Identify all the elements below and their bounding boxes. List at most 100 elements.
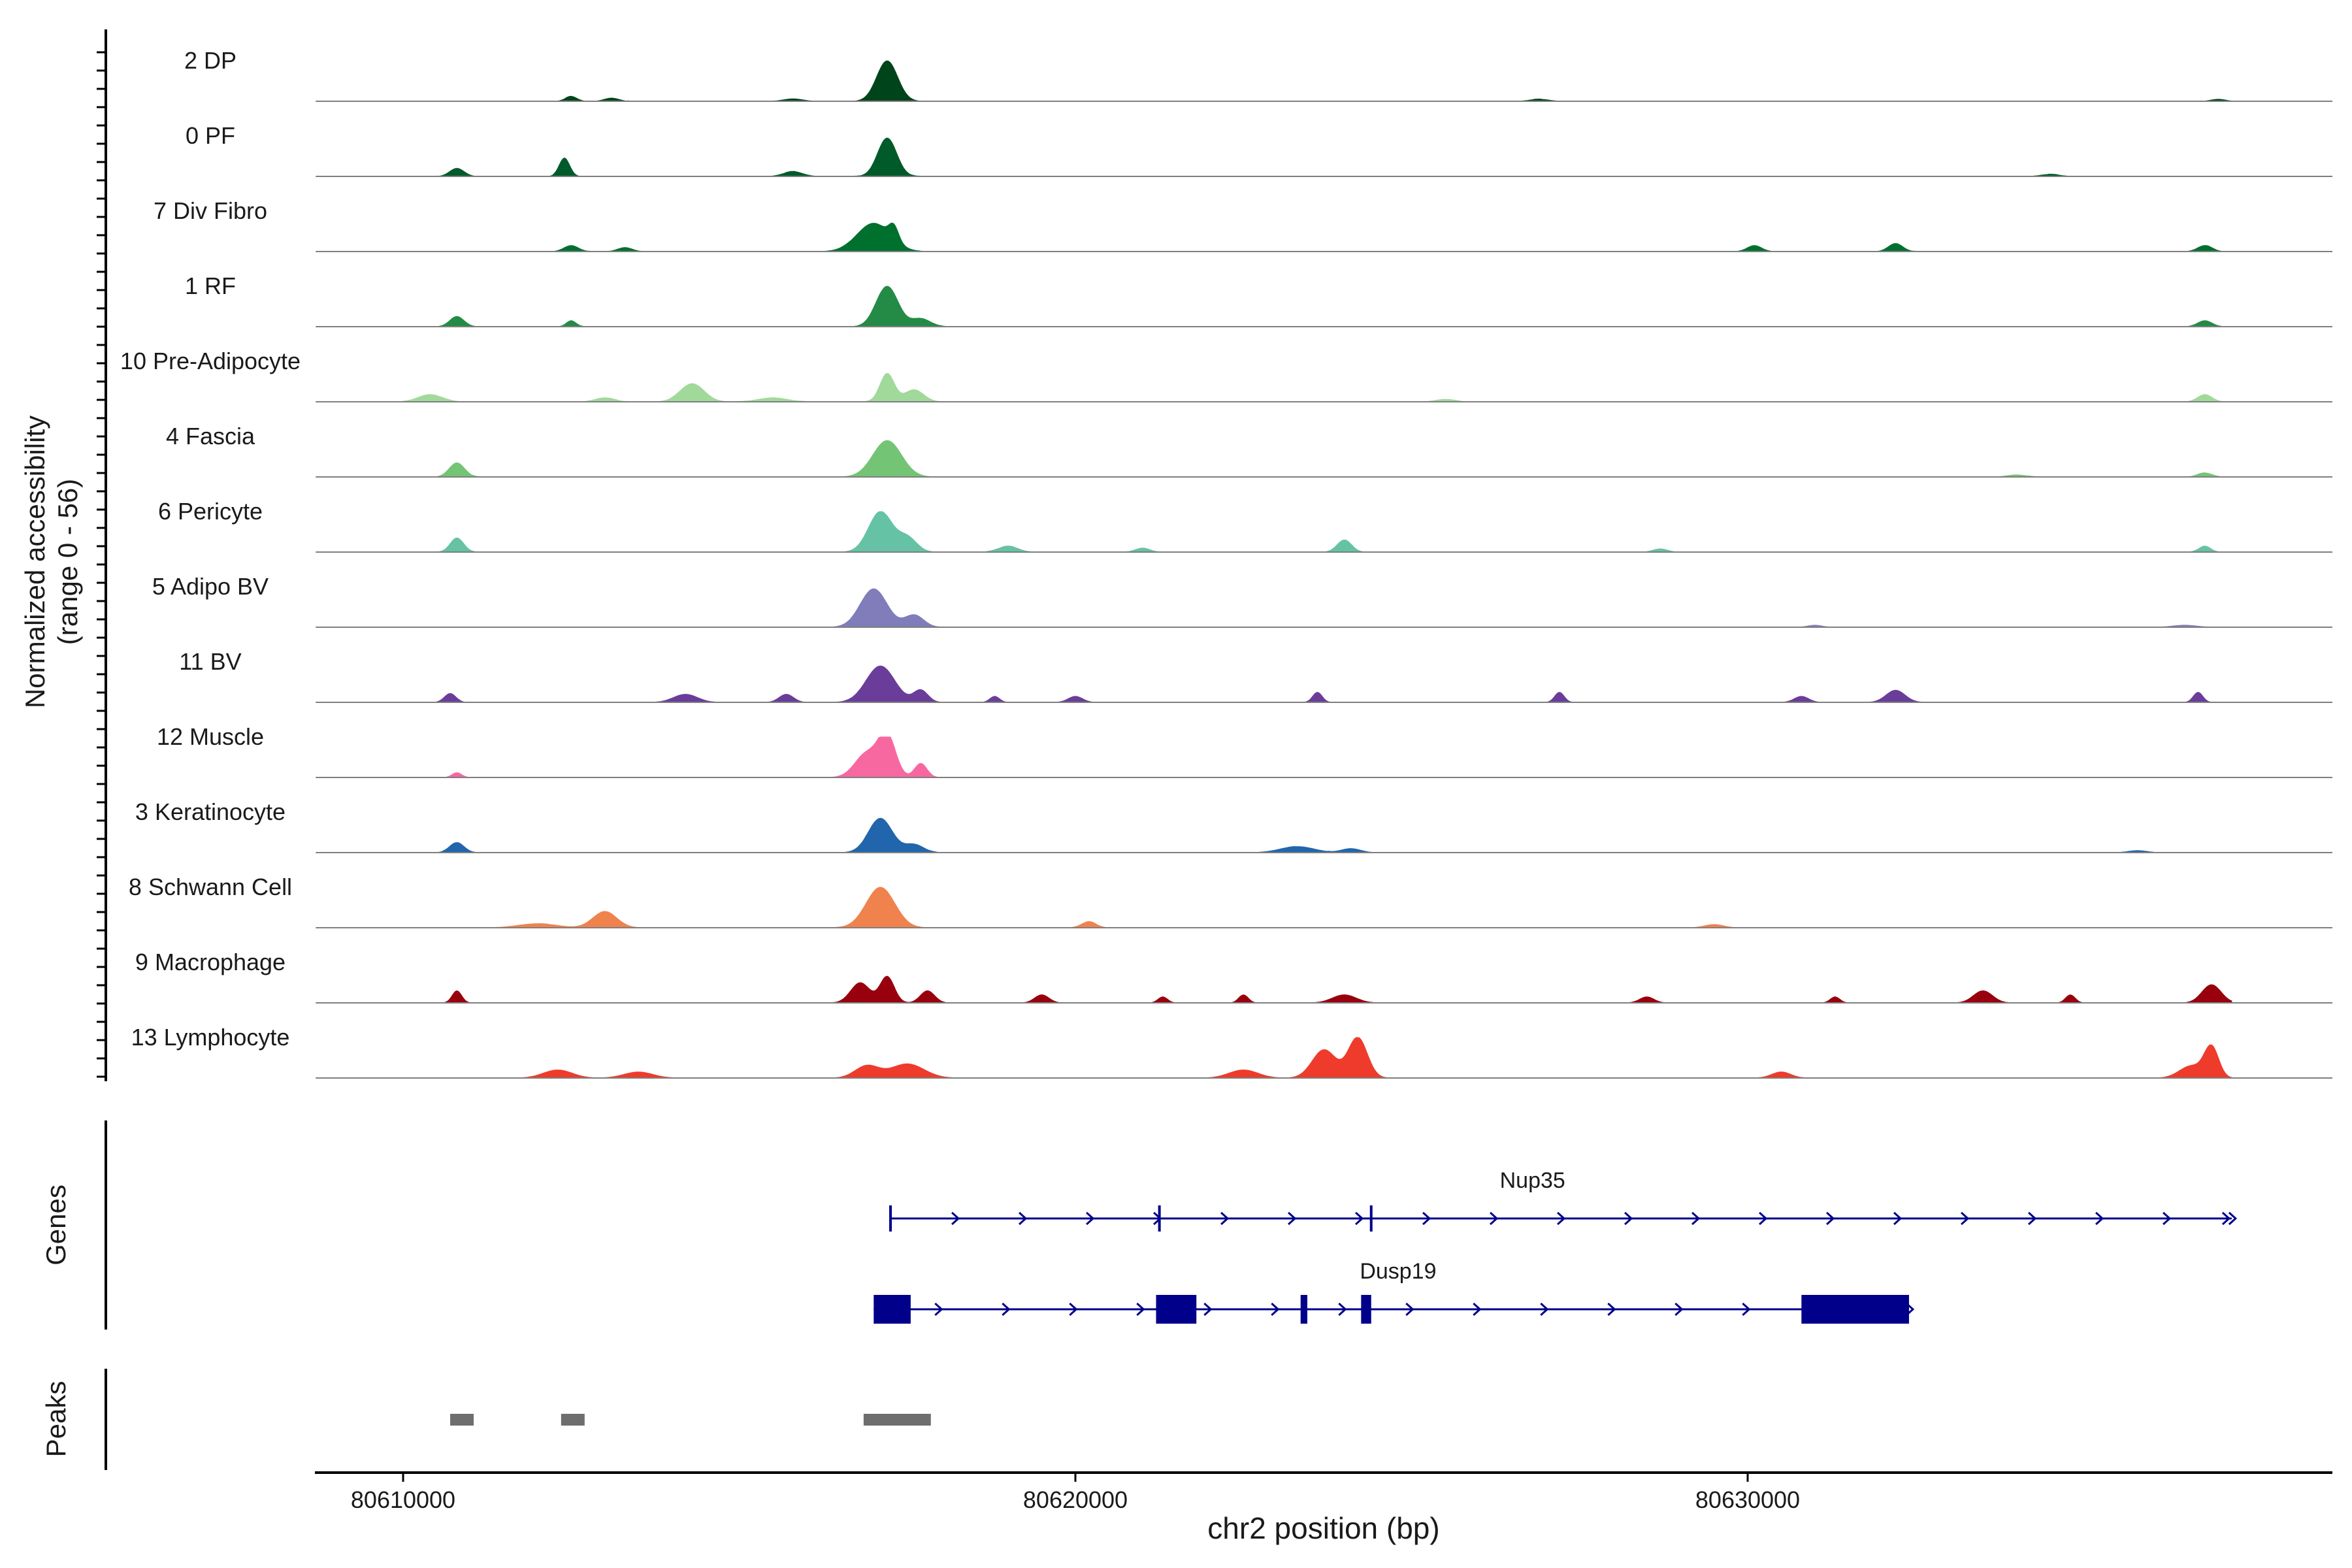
strand-arrow xyxy=(1069,1302,1078,1316)
strand-arrow xyxy=(951,1211,960,1226)
coverage-area xyxy=(383,588,2232,628)
strand-arrow xyxy=(1759,1211,1768,1226)
strand-arrow xyxy=(2028,1211,2037,1226)
strand-arrow xyxy=(1220,1211,1230,1226)
track-label: 9 Macrophage xyxy=(135,949,286,975)
track-3-keratinocyte: 3 Keratinocyte xyxy=(135,798,2332,853)
strand-arrow xyxy=(1203,1302,1213,1316)
gene-dusp19: Dusp19 xyxy=(874,1259,1915,1324)
strand-arrow xyxy=(1540,1302,1549,1316)
exon xyxy=(1300,1295,1308,1324)
coverage-area xyxy=(383,887,2232,928)
track-label: 2 DP xyxy=(184,47,237,74)
coverage-area xyxy=(383,440,2232,478)
strand-arrow xyxy=(1422,1211,1431,1226)
track-8-schwann-cell: 8 Schwann Cell xyxy=(129,874,2332,928)
strand-arrow xyxy=(1338,1302,1347,1316)
gene-end-arrow xyxy=(2221,1211,2238,1226)
track-6-pericyte: 6 Pericyte xyxy=(158,498,2332,553)
track-label: 0 PF xyxy=(186,122,235,149)
coverage-area xyxy=(383,511,2232,553)
strand-arrow xyxy=(1557,1211,1566,1226)
coverage-area xyxy=(383,975,2232,1004)
track-0-pf: 0 PF xyxy=(186,122,2332,177)
coverage-area xyxy=(382,817,2232,853)
exon xyxy=(1156,1295,1197,1324)
coverage-area xyxy=(383,222,2232,252)
track-label: 1 RF xyxy=(185,272,236,299)
exon xyxy=(1801,1295,1909,1324)
strand-arrow xyxy=(1624,1211,1633,1226)
x-axis: 80610000 80620000 80630000 xyxy=(351,1473,1800,1513)
strand-arrow xyxy=(1893,1211,1903,1226)
track-11-bv: 11 BV xyxy=(179,648,2332,703)
gene-nup35: Nup35 xyxy=(889,1168,2238,1232)
peak-region xyxy=(863,1414,931,1426)
strand-arrow xyxy=(2163,1211,2172,1226)
strand-arrow xyxy=(1405,1302,1414,1316)
coverage-tracks: 2 DP 0 PF 7 Div Fibro 1 RF 10 Pre-Adipocyte 4… xyxy=(120,47,2332,1079)
track-4-fascia: 4 Fascia xyxy=(166,423,2332,478)
track-label: 13 Lymphocyte xyxy=(131,1024,290,1051)
coverage-area xyxy=(383,286,2232,327)
y-axis-title-line1: Normalized accessibility xyxy=(20,416,50,708)
strand-arrow xyxy=(1490,1211,1499,1226)
track-label: 5 Adipo BV xyxy=(152,573,269,600)
track-1-rf: 1 RF xyxy=(185,272,2332,327)
genes-track-label: Genes xyxy=(41,1184,71,1266)
peak-region xyxy=(450,1414,474,1426)
gene-track: Nup35 Dusp19 xyxy=(874,1168,2238,1324)
strand-arrow xyxy=(2095,1211,2104,1226)
track-9-macrophage: 9 Macrophage xyxy=(135,949,2332,1004)
track-5-adipo-bv: 5 Adipo BV xyxy=(152,573,2332,628)
peaks-track xyxy=(450,1414,931,1426)
coverage-area xyxy=(383,1037,2232,1079)
x-tick-label: 80630000 xyxy=(1695,1486,1800,1513)
strand-arrow xyxy=(1136,1302,1145,1316)
strand-arrow xyxy=(1288,1211,1297,1226)
track-7-div-fibro: 7 Div Fibro xyxy=(154,197,2332,252)
peaks-track-label: Peaks xyxy=(41,1381,71,1458)
exon xyxy=(874,1295,911,1324)
x-tick-label: 80610000 xyxy=(351,1486,455,1513)
strand-arrow xyxy=(1674,1302,1684,1316)
strand-arrow xyxy=(934,1302,943,1316)
coverage-axis-ticks xyxy=(97,51,106,1078)
x-tick-label: 80620000 xyxy=(1023,1486,1128,1513)
coverage-area xyxy=(382,372,2232,402)
track-13-lymphocyte: 13 Lymphocyte xyxy=(131,1024,2332,1079)
strand-arrow xyxy=(1355,1211,1364,1226)
track-label: 11 BV xyxy=(179,648,241,675)
x-axis-title: chr2 position (bp) xyxy=(1207,1511,1439,1545)
strand-arrow xyxy=(1961,1211,1970,1226)
strand-arrow xyxy=(1691,1211,1701,1226)
track-label: 3 Keratinocyte xyxy=(135,798,286,825)
track-12-muscle: 12 Muscle xyxy=(157,723,2332,778)
strand-arrow xyxy=(1002,1302,1011,1316)
track-2-dp: 2 DP xyxy=(184,47,2332,102)
strand-arrow xyxy=(1086,1211,1095,1226)
strand-arrow xyxy=(1019,1211,1028,1226)
strand-arrow xyxy=(1607,1302,1616,1316)
track-label: 10 Pre-Adipocyte xyxy=(120,348,301,374)
coverage-area xyxy=(383,137,2232,177)
gene-label: Dusp19 xyxy=(1360,1259,1436,1284)
peak-region xyxy=(561,1414,585,1426)
coverage-area xyxy=(383,60,2232,102)
track-label: 4 Fascia xyxy=(166,423,255,449)
strand-arrow xyxy=(1826,1211,1835,1226)
track-label: 7 Div Fibro xyxy=(154,197,267,224)
coverage-area xyxy=(383,665,2232,703)
y-axis-title-line2: (range 0 - 56) xyxy=(52,479,83,645)
strand-arrow xyxy=(1473,1302,1482,1316)
exon xyxy=(1361,1295,1371,1324)
track-label: 8 Schwann Cell xyxy=(129,874,292,900)
gene-label: Nup35 xyxy=(1500,1168,1565,1193)
track-label: 6 Pericyte xyxy=(158,498,263,525)
y-axis-title: Normalized accessibility (range 0 - 56) xyxy=(20,416,83,708)
track-10-pre-adipocyte: 10 Pre-Adipocyte xyxy=(120,348,2332,402)
strand-arrow xyxy=(1271,1302,1280,1316)
coverage-area xyxy=(383,736,2232,778)
track-label: 12 Muscle xyxy=(157,723,264,750)
